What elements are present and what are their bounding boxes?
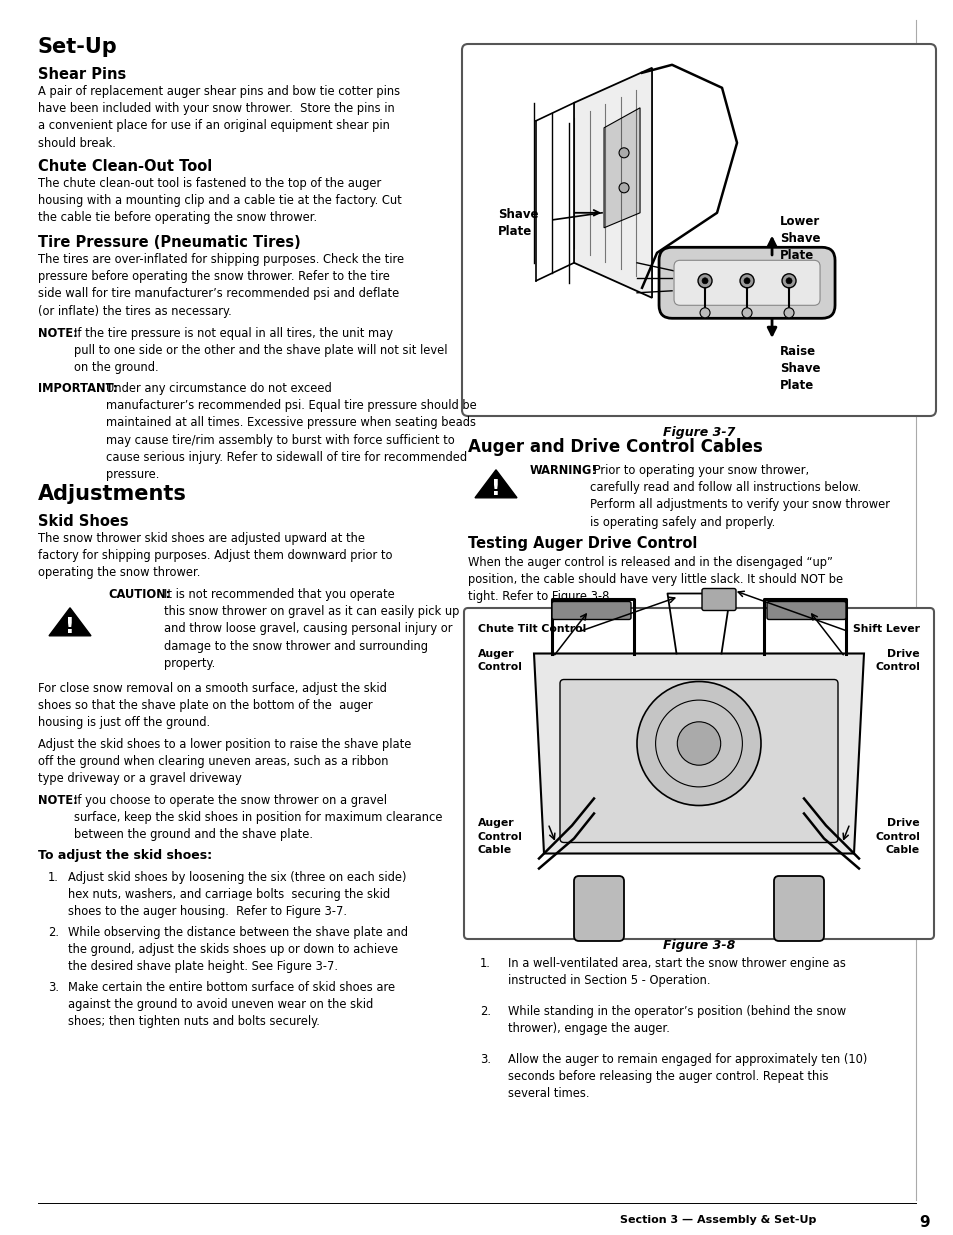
Circle shape xyxy=(741,308,751,317)
Text: Set-Up: Set-Up xyxy=(38,37,117,57)
FancyBboxPatch shape xyxy=(461,44,935,416)
Text: If the tire pressure is not equal in all tires, the unit may
pull to one side or: If the tire pressure is not equal in all… xyxy=(74,327,447,374)
Text: Tire Pressure (Pneumatic Tires): Tire Pressure (Pneumatic Tires) xyxy=(38,235,300,249)
Text: A pair of replacement auger shear pins and bow tie cotter pins
have been include: A pair of replacement auger shear pins a… xyxy=(38,85,399,149)
Text: While observing the distance between the shave plate and
the ground, adjust the : While observing the distance between the… xyxy=(68,926,408,973)
Text: Shave
Plate: Shave Plate xyxy=(497,207,537,238)
Text: To adjust the skid shoes:: To adjust the skid shoes: xyxy=(38,848,212,862)
Text: 2.: 2. xyxy=(479,1005,491,1018)
Polygon shape xyxy=(49,608,91,636)
Polygon shape xyxy=(475,469,517,498)
Text: CAUTION:: CAUTION: xyxy=(108,588,171,601)
Text: While standing in the operator’s position (behind the snow
thrower), engage the : While standing in the operator’s positio… xyxy=(507,1005,845,1035)
Circle shape xyxy=(618,183,628,193)
Circle shape xyxy=(785,278,791,284)
Text: 3.: 3. xyxy=(479,1053,491,1066)
Text: In a well-ventilated area, start the snow thrower engine as
instructed in Sectio: In a well-ventilated area, start the sno… xyxy=(507,957,845,987)
FancyBboxPatch shape xyxy=(559,679,837,842)
Text: Drive
Control
Cable: Drive Control Cable xyxy=(874,819,919,855)
Text: WARNING!: WARNING! xyxy=(530,464,598,477)
Text: Shift Lever: Shift Lever xyxy=(852,624,919,634)
Text: 1.: 1. xyxy=(48,871,59,884)
Text: IMPORTANT:: IMPORTANT: xyxy=(38,382,117,395)
FancyBboxPatch shape xyxy=(674,261,820,305)
Circle shape xyxy=(637,682,760,805)
Text: Adjust skid shoes by loosening the six (three on each side)
hex nuts, washers, a: Adjust skid shoes by loosening the six (… xyxy=(68,871,406,919)
Text: Chute Tilt Control: Chute Tilt Control xyxy=(477,624,586,634)
Polygon shape xyxy=(534,653,863,853)
Text: 3.: 3. xyxy=(48,981,59,994)
Text: Figure 3-8: Figure 3-8 xyxy=(662,939,735,952)
Text: Section 3 — Assembly & Set-Up: Section 3 — Assembly & Set-Up xyxy=(619,1215,816,1225)
Text: Prior to operating your snow thrower,
carefully read and follow all instructions: Prior to operating your snow thrower, ca… xyxy=(589,464,889,529)
Text: 1.: 1. xyxy=(479,957,491,969)
Circle shape xyxy=(701,278,707,284)
Text: The snow thrower skid shoes are adjusted upward at the
factory for shipping purp: The snow thrower skid shoes are adjusted… xyxy=(38,532,392,579)
Text: Testing Auger Drive Control: Testing Auger Drive Control xyxy=(468,536,697,551)
FancyBboxPatch shape xyxy=(659,247,834,319)
Circle shape xyxy=(781,274,795,288)
FancyBboxPatch shape xyxy=(701,589,735,610)
Text: Auger
Control: Auger Control xyxy=(477,650,522,672)
Circle shape xyxy=(743,278,749,284)
Text: !: ! xyxy=(491,479,500,499)
Text: When the auger control is released and in the disengaged “up”
position, the cabl: When the auger control is released and i… xyxy=(468,556,842,604)
Text: Under any circumstance do not exceed
manufacturer’s recommended psi. Equal tire : Under any circumstance do not exceed man… xyxy=(106,382,476,480)
Circle shape xyxy=(698,274,711,288)
FancyBboxPatch shape xyxy=(766,601,845,620)
Text: Chute Clean-Out Tool: Chute Clean-Out Tool xyxy=(38,159,212,174)
FancyBboxPatch shape xyxy=(463,608,933,939)
Text: Skid Shoes: Skid Shoes xyxy=(38,514,129,529)
FancyBboxPatch shape xyxy=(552,601,630,620)
Text: Auger
Control
Cable: Auger Control Cable xyxy=(477,819,522,855)
Text: 9: 9 xyxy=(919,1215,929,1230)
Text: 2.: 2. xyxy=(48,926,59,939)
Text: Adjust the skid shoes to a lower position to raise the shave plate
off the groun: Adjust the skid shoes to a lower positio… xyxy=(38,739,411,785)
Circle shape xyxy=(618,148,628,158)
Text: For close snow removal on a smooth surface, adjust the skid
shoes so that the sh: For close snow removal on a smooth surfa… xyxy=(38,682,387,730)
Text: Drive
Control: Drive Control xyxy=(874,650,919,672)
Text: Shear Pins: Shear Pins xyxy=(38,67,126,82)
Text: The chute clean-out tool is fastened to the top of the auger
housing with a moun: The chute clean-out tool is fastened to … xyxy=(38,177,401,225)
Text: Lower
Shave
Plate: Lower Shave Plate xyxy=(780,215,820,262)
Text: If you choose to operate the snow thrower on a gravel
surface, keep the skid sho: If you choose to operate the snow throwe… xyxy=(74,794,442,841)
Text: Figure 3-7: Figure 3-7 xyxy=(662,426,735,438)
Text: Raise
Shave
Plate: Raise Shave Plate xyxy=(780,345,820,393)
Polygon shape xyxy=(603,107,639,227)
Text: !: ! xyxy=(65,618,74,637)
Text: Make certain the entire bottom surface of skid shoes are
against the ground to a: Make certain the entire bottom surface o… xyxy=(68,981,395,1029)
Circle shape xyxy=(700,308,709,317)
Text: NOTE:: NOTE: xyxy=(38,327,77,340)
FancyBboxPatch shape xyxy=(773,876,823,941)
Circle shape xyxy=(677,721,720,766)
Polygon shape xyxy=(574,68,651,298)
FancyBboxPatch shape xyxy=(574,876,623,941)
Text: The tires are over-inflated for shipping purposes. Check the tire
pressure befor: The tires are over-inflated for shipping… xyxy=(38,253,404,317)
Text: NOTE:: NOTE: xyxy=(38,794,77,806)
Circle shape xyxy=(740,274,753,288)
Text: Adjustments: Adjustments xyxy=(38,484,187,504)
Text: Allow the auger to remain engaged for approximately ten (10)
seconds before rele: Allow the auger to remain engaged for ap… xyxy=(507,1053,866,1100)
Text: It is not recommended that you operate
this snow thrower on gravel as it can eas: It is not recommended that you operate t… xyxy=(164,588,459,669)
Circle shape xyxy=(783,308,793,317)
Text: Auger and Drive Control Cables: Auger and Drive Control Cables xyxy=(468,438,762,456)
